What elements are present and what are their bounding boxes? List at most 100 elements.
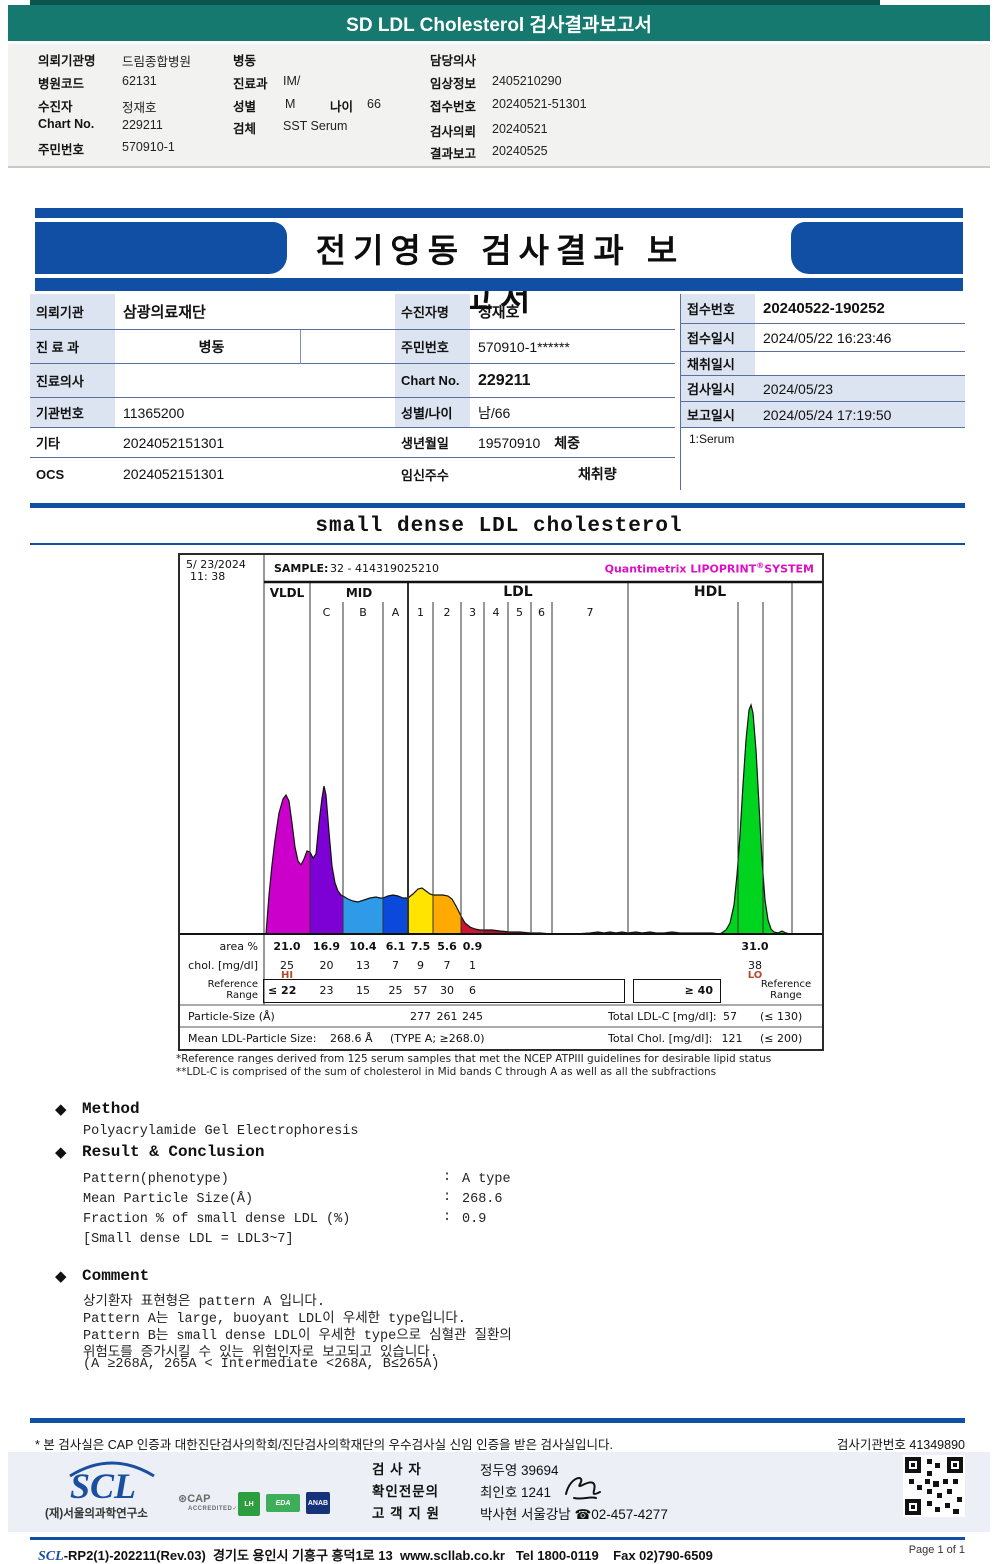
comment-line: 위험도를 증가시킬 수 있는 위험인자로 보고되고 있습니다.	[83, 1346, 438, 1361]
sub-label-b: B	[359, 606, 367, 619]
staff-value: 정두영 39694	[480, 1463, 559, 1478]
diamond-bullet-icon: ◆	[55, 1268, 67, 1285]
ref-label-left-1: Reference	[207, 979, 258, 990]
field-value: IM/	[283, 74, 301, 88]
result-row-label: Mean Particle Size(Å)	[83, 1192, 254, 1207]
footer-divider-top	[30, 1418, 965, 1423]
org-number-value: 41349890	[909, 1438, 965, 1452]
result-row-label: Fraction % of small dense LDL (%)	[83, 1212, 351, 1227]
chol-value: 25	[280, 959, 294, 972]
chart-time: 11: 38	[190, 570, 226, 583]
table-label: 기타	[30, 428, 115, 458]
particle-size-label: Particle-Size (Å)	[188, 1010, 275, 1023]
sub-label-7: 7	[586, 606, 594, 619]
org-number-label: 검사기관번호	[836, 1438, 906, 1452]
doc-number: -RP2(1)-202211(Rev.03)	[63, 1548, 206, 1563]
area-value: 7.5	[410, 940, 431, 953]
chol-value: 20	[319, 959, 334, 972]
sub-label-a: A	[391, 606, 400, 619]
band-fill-mid-b	[343, 705, 383, 934]
fax: Fax 02)790-6509	[613, 1548, 713, 1563]
area-value: 5.6	[437, 940, 457, 953]
field-value: 20240521	[492, 122, 548, 136]
group-label-vldl: VLDL	[269, 586, 305, 600]
total-chol-label: Total Chol. [mg/dl]:	[608, 1032, 713, 1045]
table-value: 2024052151301	[115, 428, 395, 458]
field-value: 정재호	[122, 101, 157, 115]
band-fill-mid-c	[310, 705, 343, 934]
banner-bottom-bar	[35, 278, 963, 291]
scl-doc-prefix: SCL	[38, 1549, 64, 1564]
reference-range-box-hdl	[633, 979, 721, 1003]
field-value: 62131	[122, 74, 157, 88]
table-value: 11365200	[115, 398, 395, 428]
scl-logo: SCL	[70, 1466, 137, 1506]
staff-label: 고 객 지 원	[372, 1506, 440, 1521]
group-label-ldl: LDL	[503, 584, 533, 600]
result-row-value: A type	[462, 1172, 511, 1187]
ref-value: 23	[319, 984, 334, 997]
method-body: Polyacrylamide Gel Electrophoresis	[83, 1124, 359, 1139]
banner-top-bar	[35, 208, 963, 218]
field-label: 접수번호	[430, 100, 477, 114]
table-label: 채취일시	[680, 352, 755, 376]
table-value: 570910-1******	[470, 330, 675, 364]
ref-label-right-2: Range	[770, 990, 802, 1001]
chol-value: 13	[356, 959, 370, 972]
ref-value: 15	[356, 984, 370, 997]
ref-value: 57	[413, 984, 428, 997]
sub-label-4: 4	[492, 606, 500, 619]
scl-logo-arc	[69, 1461, 155, 1478]
field-label: 검체	[233, 122, 257, 136]
chol-row-label: chol. [mg/dl]	[188, 959, 258, 972]
specimen-info-table: 의뢰기관 삼광의료재단 수진자명 정재호 진 료 과 병동 주민번호 57091…	[30, 294, 965, 490]
chol-value: 7	[443, 959, 451, 972]
field-value: M	[285, 97, 296, 111]
area-value: 6.1	[385, 940, 406, 953]
field-value: SST Serum	[283, 119, 348, 133]
area-value: 21.0	[273, 940, 301, 953]
sub-label-5: 5	[516, 606, 523, 619]
section-divider-bottom	[30, 543, 965, 545]
diamond-bullet-icon: ◆	[55, 1101, 67, 1118]
table-value	[115, 364, 395, 398]
sub-label-c: C	[322, 606, 331, 619]
table-label: 검사일시	[680, 376, 755, 402]
brand-suffix: SYSTEM	[764, 562, 814, 576]
field-label: Chart No.	[38, 117, 95, 131]
band-fill-ldl3	[461, 705, 484, 934]
area-value: 10.4	[349, 940, 377, 953]
banner-right-block	[791, 222, 963, 274]
table-label: 성별/나이	[395, 398, 470, 428]
staff-label: 검 사 자	[372, 1462, 422, 1477]
field-label: 임상정보	[430, 77, 477, 91]
comment-line: Pattern B는 small dense LDL이 우세한 type으로 심…	[83, 1329, 512, 1344]
band-fill-vldl	[266, 705, 310, 934]
field-label: 병동	[233, 54, 257, 68]
banner-left-block	[35, 222, 287, 274]
table-value: 남/66	[470, 398, 675, 428]
mean-particle-label: Mean LDL-Particle Size:	[188, 1032, 317, 1045]
table-sub-label: 채취량	[578, 466, 617, 482]
report-title: SD LDL Cholesterol 검사결과보고서	[346, 14, 652, 36]
patient-info-panel	[8, 44, 990, 168]
ref-label-left-2: Range	[226, 990, 258, 1001]
table-value-part: 19570910	[478, 434, 541, 451]
area-value: 0.9	[462, 940, 483, 953]
field-label: 주민번호	[38, 143, 85, 157]
band-fill-mid-a	[383, 705, 408, 934]
colon-separator: :	[443, 1190, 452, 1205]
website: www.scllab.co.kr	[399, 1548, 505, 1563]
reference-range-box	[263, 979, 625, 1003]
diamond-bullet-icon: ◆	[55, 1144, 67, 1161]
comment-line: 상기환자 표현형은 pattern A 입니다.	[83, 1295, 325, 1310]
result-row-label: Pattern(phenotype)	[83, 1172, 229, 1187]
registered-mark: ®	[756, 561, 765, 570]
ref-value: 30	[440, 984, 454, 997]
footnote-1: *Reference ranges derived from 125 serum…	[176, 1053, 772, 1065]
footer-panel	[8, 1452, 990, 1532]
field-label: 검사의뢰	[430, 125, 477, 139]
field-value: 570910-1	[122, 140, 175, 154]
table-label: Chart No.	[395, 364, 470, 398]
